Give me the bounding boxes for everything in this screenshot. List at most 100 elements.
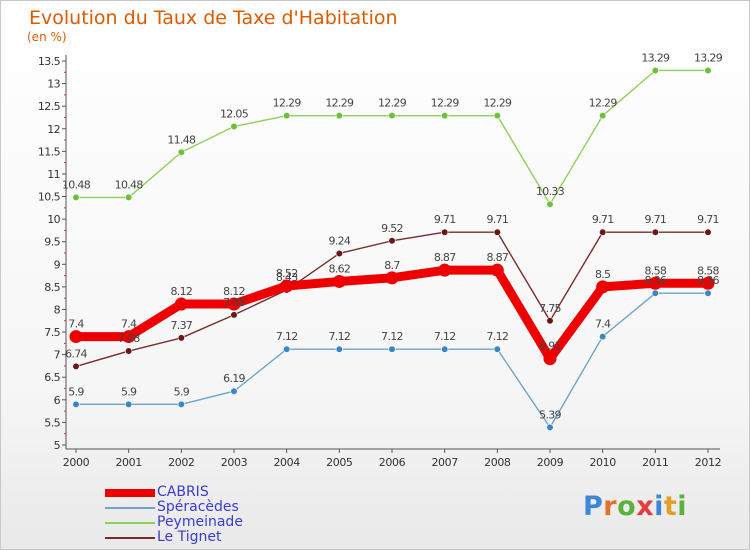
data-label-le-tignet: 9.71	[434, 213, 456, 226]
y-tick-label: 5.5	[44, 416, 60, 429]
data-label-le-tignet: 9.71	[592, 213, 614, 226]
logo-letter: i	[677, 491, 688, 522]
y-tick-label: 13	[47, 78, 60, 91]
data-point-le-tignet	[651, 228, 659, 236]
data-point-le-tignet	[125, 347, 133, 355]
data-point-cabris	[438, 263, 452, 277]
logo-letter: x	[636, 491, 655, 522]
data-point-cabris	[174, 297, 188, 311]
data-label-peymeinade: 12.29	[325, 97, 354, 110]
data-label-cabris: 8.52	[276, 267, 298, 280]
y-tick-label: 12	[47, 123, 60, 136]
data-label-le-tignet: 9.71	[697, 213, 719, 226]
data-label-le-tignet: 7.08	[118, 332, 140, 345]
data-label-sp-rac-des: 5.9	[174, 385, 190, 398]
data-point-peymeinade	[704, 66, 712, 75]
data-point-le-tignet	[441, 228, 449, 236]
data-label-cabris: 8.87	[486, 251, 508, 264]
data-label-sp-rac-des: 7.4	[595, 318, 611, 331]
y-tick-label: 12.5	[38, 100, 61, 113]
y-tick-label: 11	[47, 168, 60, 181]
data-label-le-tignet: 9.52	[381, 222, 403, 235]
x-tick-label: 2012	[695, 456, 721, 469]
x-tick-label: 2008	[484, 456, 511, 469]
logo-letter: t	[663, 491, 678, 522]
legend-item: CABRIS	[105, 485, 243, 500]
data-point-cabris	[122, 330, 136, 344]
data-point-le-tignet	[493, 228, 501, 236]
data-point-cabris	[332, 274, 346, 288]
data-label-peymeinade: 12.05	[220, 108, 249, 121]
legend-item: Peymeinade	[105, 515, 243, 530]
data-point-sp-rac-des	[651, 289, 659, 297]
logo-letter: o	[617, 491, 637, 522]
x-tick-label: 2000	[63, 456, 90, 469]
legend-label: Peymeinade	[157, 514, 243, 530]
data-point-le-tignet	[546, 317, 554, 325]
x-tick-label: 2003	[221, 456, 248, 469]
legend: CABRIS Spéracèdes Peymeinade Le Tignet	[105, 485, 243, 545]
data-point-cabris	[596, 280, 610, 294]
data-point-sp-rac-des	[704, 289, 712, 297]
data-point-peymeinade	[230, 122, 238, 131]
data-point-peymeinade	[651, 66, 659, 75]
data-point-cabris	[385, 271, 399, 285]
data-label-peymeinade: 13.29	[641, 51, 670, 64]
legend-label: Spéracèdes	[157, 499, 239, 515]
data-label-peymeinade: 12.29	[431, 97, 460, 110]
data-label-sp-rac-des: 5.9	[68, 385, 84, 398]
data-label-sp-rac-des: 7.12	[328, 330, 350, 343]
data-label-cabris: 7.4	[68, 318, 84, 331]
data-point-le-tignet	[230, 311, 238, 319]
proxiti-logo: Proxiti	[583, 491, 687, 522]
data-label-cabris: 8.7	[384, 259, 400, 272]
data-point-cabris	[648, 276, 662, 290]
data-label-peymeinade: 10.48	[62, 178, 91, 191]
data-point-le-tignet	[599, 228, 607, 236]
data-label-peymeinade: 10.33	[536, 185, 565, 198]
data-point-sp-rac-des	[599, 332, 607, 341]
data-label-le-tignet: 9.71	[644, 213, 666, 226]
x-tick-label: 2011	[642, 456, 668, 469]
y-tick-label: 9.5	[44, 236, 60, 249]
data-point-sp-rac-des	[388, 345, 396, 353]
y-tick-label: 10	[47, 213, 60, 226]
data-label-sp-rac-des: 5.39	[539, 408, 561, 421]
legend-swatch	[105, 506, 155, 509]
data-label-sp-rac-des: 6.19	[223, 372, 245, 385]
data-point-peymeinade	[72, 193, 80, 202]
y-tick-label: 7	[54, 349, 61, 362]
data-label-sp-rac-des: 7.12	[486, 330, 508, 343]
data-point-peymeinade	[493, 112, 501, 120]
data-label-sp-rac-des: 5.9	[121, 385, 137, 398]
data-label-peymeinade: 10.48	[115, 178, 144, 191]
data-point-sp-rac-des	[177, 400, 185, 408]
data-point-peymeinade	[125, 193, 133, 202]
data-point-cabris	[543, 352, 557, 366]
data-label-peymeinade: 12.29	[589, 97, 618, 110]
data-point-sp-rac-des	[441, 345, 449, 353]
x-tick-label: 2006	[379, 456, 406, 469]
data-label-sp-rac-des: 7.12	[276, 330, 298, 343]
data-label-sp-rac-des: 7.12	[381, 330, 403, 343]
data-label-cabris: 6.91	[539, 340, 561, 353]
legend-swatch	[105, 488, 155, 497]
data-label-cabris: 8.5	[595, 268, 611, 281]
data-label-le-tignet: 6.74	[65, 347, 87, 360]
y-tick-label: 6.5	[44, 371, 60, 384]
chart-title: Evolution du Taux de Taxe d'Habitation	[29, 7, 398, 29]
data-label-peymeinade: 13.29	[694, 51, 723, 64]
y-tick-label: 6	[54, 394, 61, 407]
data-label-le-tignet: 7.75	[539, 302, 561, 315]
data-point-le-tignet	[388, 237, 396, 245]
data-point-sp-rac-des	[493, 345, 501, 353]
y-tick-label: 10.5	[38, 191, 61, 204]
data-point-le-tignet	[72, 362, 80, 370]
data-point-cabris	[69, 330, 83, 344]
data-point-cabris	[280, 279, 294, 293]
x-tick-label: 2005	[326, 456, 353, 469]
x-tick-label: 2001	[115, 456, 141, 469]
logo-letter: P	[583, 491, 604, 522]
